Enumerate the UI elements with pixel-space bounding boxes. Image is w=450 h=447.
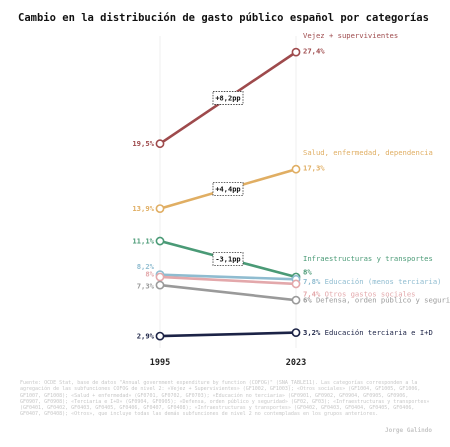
series-point <box>155 280 165 290</box>
x-tick-label: 2023 <box>286 358 306 368</box>
series-name-label: Educación (menos terciaria) <box>320 277 441 286</box>
end-value-label: 7,8% <box>303 277 321 286</box>
end-value-label: 3,2% <box>303 328 321 337</box>
series-point <box>291 47 301 57</box>
change-badge-label: +4,4pp <box>215 185 240 193</box>
series-name-label: Educación terciaria e I+D <box>320 328 433 337</box>
change-badge <box>212 252 244 266</box>
start-value-label: 7,3% <box>137 282 155 291</box>
series-point <box>291 295 301 305</box>
end-label: 7,4% Otros gastos sociales <box>303 289 416 298</box>
end-label: 3,2% Educación terciaria e I+D <box>303 328 433 337</box>
end-label: 6% Defensa, orden público y seguridad <box>303 296 450 305</box>
change-badge-label: +8,2pp <box>215 94 240 102</box>
source-note: Fuente: OCDE Stat, base de datos "Annual… <box>20 380 430 418</box>
series-name-label: Vejez + supervivientes <box>303 31 398 40</box>
start-value-label: 8% <box>145 269 154 278</box>
start-value-label: 2,9% <box>137 332 155 341</box>
start-value-label: 11,1% <box>132 237 154 246</box>
series-line <box>158 331 298 338</box>
chart-title: Cambio en la distribución de gasto públi… <box>18 12 429 24</box>
author-credit: Jorge Galindo <box>385 427 432 434</box>
start-value-label: 13,9% <box>132 204 154 213</box>
end-label: 7,8% Educación (menos terciaria) <box>303 277 441 286</box>
end-value-label: 17,3% <box>303 164 325 173</box>
start-value-label: 8,2% <box>137 262 155 271</box>
series-point <box>155 272 165 282</box>
end-value-label: 27,4% <box>303 47 325 56</box>
series-name-label: Defensa, orden público y seguridad <box>312 296 450 305</box>
series-line <box>158 283 298 302</box>
series-name-label: Salud, enfermedad, dependencia <box>303 148 433 157</box>
end-value-label: 8% <box>303 267 312 276</box>
series-line <box>158 275 298 286</box>
change-badge <box>212 91 244 105</box>
series-point <box>155 331 165 341</box>
change-badge <box>212 181 244 196</box>
series-name-label: Infraestructuras y transportes <box>303 254 433 263</box>
x-tick-label: 1995 <box>150 358 170 368</box>
end-value-label: 7,4% <box>303 289 321 298</box>
series-line <box>158 273 298 281</box>
series-point <box>155 236 165 246</box>
series-point <box>291 279 301 289</box>
series-point <box>291 328 301 338</box>
end-value-label: 6% <box>303 296 312 305</box>
series-point <box>155 139 165 149</box>
series-name-label: Otros gastos sociales <box>320 289 415 298</box>
series-point <box>291 164 301 174</box>
series-point <box>155 204 165 213</box>
start-value-label: 19,5% <box>132 139 154 148</box>
change-badge-label: -3,1pp <box>215 256 240 264</box>
